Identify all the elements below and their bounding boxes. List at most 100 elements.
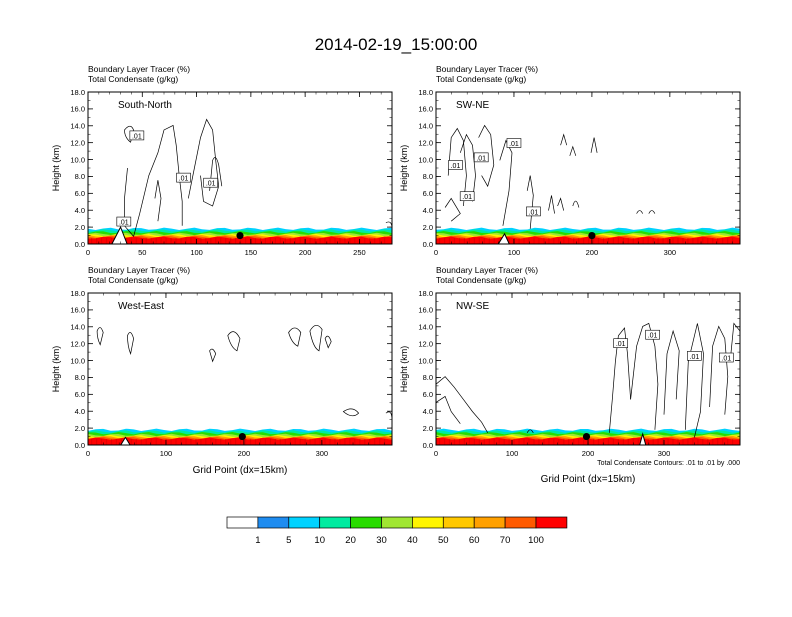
- tracer-streak: [463, 439, 465, 445]
- color-legend: 1 5 10 20 30 40 50 60 70 100: [226, 516, 568, 546]
- tracer-streak: [578, 439, 580, 445]
- tracer-streak: [473, 439, 475, 445]
- tracer-streak: [170, 238, 172, 244]
- tracer-streak: [110, 238, 113, 244]
- x-tick-label: 300: [664, 248, 677, 257]
- tracer-streak: [180, 439, 182, 445]
- legend-label: 60: [469, 535, 480, 546]
- tracer-streak: [100, 439, 103, 445]
- tracer-streak: [110, 439, 113, 445]
- tracer-streak: [279, 238, 281, 244]
- condensate-contour: [560, 133, 568, 146]
- tracer-streak: [622, 238, 624, 244]
- legend-swatch: [442, 516, 475, 529]
- tracer-streak: [697, 238, 699, 244]
- y-tick-label: 14.0: [418, 323, 433, 332]
- location-marker: [588, 231, 596, 240]
- condensate-contour: [730, 322, 740, 354]
- tracer-streak: [314, 238, 316, 244]
- tracer-streak: [722, 439, 724, 445]
- contour-label: .01: [721, 356, 731, 363]
- condensate-contour: [608, 327, 631, 433]
- legend-label: 40: [407, 535, 418, 546]
- y-tick-label: 10.0: [418, 356, 433, 365]
- tracer-streak: [503, 439, 505, 445]
- condensate-contour: [526, 175, 534, 229]
- y-tick-label: 12.0: [70, 138, 85, 147]
- tracer-streak: [264, 439, 266, 445]
- tracer-band: [436, 236, 740, 244]
- y-tick-label: 18.0: [70, 289, 85, 298]
- contour-label-box: [645, 329, 660, 340]
- tracer-streak: [583, 238, 585, 244]
- legend-swatch: [288, 516, 321, 529]
- legend-label: 20: [345, 535, 356, 546]
- tracer-streak: [105, 238, 108, 244]
- tracer-streak: [334, 238, 336, 244]
- tracer-streak: [453, 238, 456, 244]
- tracer-streak: [225, 439, 227, 445]
- tracer-streak: [215, 238, 217, 244]
- tracer-streak: [105, 439, 108, 445]
- tracer-streak: [180, 238, 182, 244]
- x-tick-label: 200: [582, 449, 595, 458]
- condensate-contour: [385, 221, 392, 229]
- tracer-streak: [279, 439, 281, 445]
- tracer-streak: [135, 238, 137, 244]
- tracer-streak: [692, 439, 694, 445]
- legend-label: 10: [314, 535, 325, 546]
- condensate-contour: [630, 322, 659, 430]
- y-tick-label: 14.0: [70, 323, 85, 332]
- tracer-streak: [657, 238, 659, 244]
- tracer-streak: [647, 439, 649, 445]
- y-tick-label: 12.0: [70, 339, 85, 348]
- x-tick-label: 200: [238, 449, 251, 458]
- tracer-streak: [568, 439, 570, 445]
- tracer-streak: [200, 238, 202, 244]
- tracer-band: [88, 437, 392, 445]
- tracer-streak: [612, 439, 614, 445]
- tracer-streak: [150, 238, 152, 244]
- tracer-streak: [294, 439, 296, 445]
- tracer-streak: [249, 439, 252, 445]
- tracer-streak: [160, 238, 162, 244]
- contour-label: .01: [206, 181, 216, 188]
- tracer-streak: [642, 238, 644, 244]
- tracer-streak: [444, 439, 446, 445]
- tracer-streak: [120, 439, 122, 445]
- contour-label: .01: [616, 341, 626, 348]
- tracer-streak: [538, 439, 540, 445]
- contour-label-box: [203, 177, 218, 188]
- x-tick-label: 250: [353, 248, 366, 257]
- tracer-streak: [583, 439, 585, 445]
- tracer-streak: [289, 439, 291, 445]
- condensate-contour: [209, 157, 223, 191]
- tracer-streak: [185, 238, 187, 244]
- contour-label-box: [459, 191, 475, 202]
- x-tick-label: 50: [138, 248, 146, 257]
- condensate-contour: [557, 197, 565, 211]
- x-tick-label: 0: [434, 248, 438, 257]
- tracer-streak: [463, 238, 465, 244]
- tracer-streak: [687, 238, 689, 244]
- location-marker: [582, 432, 591, 441]
- tracer-streak: [553, 238, 555, 244]
- y-tick-label: 0.0: [423, 240, 433, 249]
- y-tick-label: 18.0: [70, 88, 85, 97]
- tracer-streak: [364, 439, 366, 445]
- y-axis-label: Height (km): [51, 346, 61, 393]
- tracer-streak: [319, 238, 321, 244]
- tracer-streak: [702, 439, 704, 445]
- tracer-streak: [155, 439, 157, 445]
- tracer-streak: [379, 238, 381, 244]
- tracer-streak: [314, 439, 316, 445]
- y-tick-label: 0.0: [423, 441, 433, 450]
- tracer-streak: [175, 439, 177, 445]
- tracer-streak: [617, 238, 619, 244]
- tracer-streak: [573, 238, 575, 244]
- tracer-streak: [235, 439, 237, 445]
- y-axis-label: Height (km): [51, 145, 61, 192]
- contour-label-box: [526, 206, 541, 217]
- tracer-streak: [493, 238, 495, 244]
- tracer-streak: [294, 238, 296, 244]
